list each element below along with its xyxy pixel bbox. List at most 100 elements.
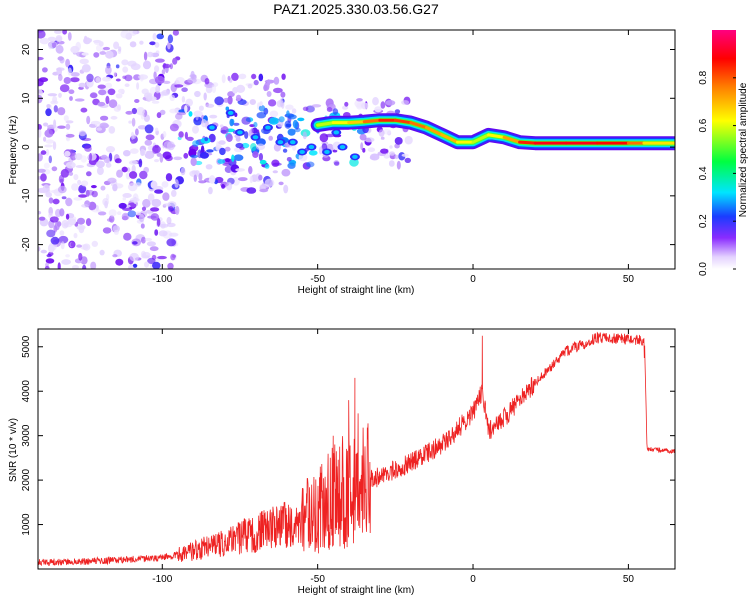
- spectral-blob: [259, 188, 269, 193]
- spectral-blob: [209, 114, 218, 119]
- spectral-blob: [135, 182, 142, 187]
- spectral-blob: [152, 145, 161, 154]
- spectral-blob: [91, 185, 97, 189]
- spectral-blob: [58, 235, 69, 244]
- spectral-blob: [105, 50, 114, 59]
- spectral-blob: [52, 198, 60, 205]
- spectral-blob: [211, 84, 217, 93]
- spectral-blob: [236, 84, 246, 93]
- spectral-blob: [305, 105, 315, 113]
- spectral-blob: [155, 84, 161, 94]
- spectral-blob: [189, 74, 197, 79]
- spectral-blob: [74, 98, 85, 102]
- spectrogram-plot-area: [38, 30, 675, 269]
- spectrogram-y-axis-label: Frequency (Hz): [8, 116, 19, 185]
- spectral-blob: [124, 74, 133, 82]
- spectral-blob: [62, 30, 67, 35]
- spectral-blob: [40, 173, 47, 182]
- snr-y-axis-label: SNR (10 * v/v): [8, 418, 19, 482]
- spectral-blob: [44, 144, 53, 148]
- spectral-blob: [39, 37, 50, 45]
- spectral-highlight-core: [237, 130, 243, 135]
- spectral-blob: [394, 154, 399, 160]
- spectral-blob: [283, 184, 289, 194]
- spectral-blob: [239, 146, 245, 150]
- spectral-blob: [44, 265, 50, 269]
- spectral-blob: [154, 65, 160, 73]
- spectral-blob: [176, 112, 187, 116]
- spectral-blob: [38, 153, 43, 162]
- spectral-blob: [42, 67, 48, 73]
- spectral-blob: [70, 45, 80, 54]
- spectral-blob: [231, 154, 235, 162]
- spectral-blob: [78, 194, 88, 198]
- spectral-blob: [135, 211, 141, 216]
- spectral-blob: [258, 105, 266, 112]
- spectral-blob: [250, 143, 257, 151]
- ridge-core: [487, 133, 506, 139]
- spectral-blob: [175, 205, 180, 215]
- spectral-blob: [71, 183, 79, 191]
- spectral-blob: [67, 32, 72, 41]
- spectral-blob: [144, 124, 154, 134]
- spectral-blob: [118, 46, 122, 52]
- spectral-blob: [253, 79, 259, 86]
- spectral-blob: [118, 202, 127, 209]
- spectral-blob: [113, 71, 117, 77]
- colorbar: 0.0 0.2 0.4 0.6 0.8 Normalized spectral ampl…: [698, 30, 749, 276]
- x-tick-label: 0: [470, 574, 476, 585]
- spectral-blob: [151, 198, 162, 208]
- spectral-blob: [217, 159, 226, 164]
- spectral-blob: [259, 101, 263, 107]
- spectral-blob: [165, 173, 173, 182]
- spectral-blob: [132, 241, 138, 245]
- spectral-blob: [102, 227, 112, 234]
- spectral-blob: [193, 174, 197, 182]
- colorbar-ticks: 0.0 0.2 0.4 0.6 0.8: [698, 70, 736, 276]
- spectral-blob: [380, 148, 389, 154]
- spectral-blob: [205, 103, 215, 108]
- spectral-blob: [55, 35, 63, 42]
- spectral-blob: [178, 131, 184, 138]
- spectral-blob: [122, 66, 129, 73]
- spectral-blob: [140, 148, 145, 156]
- y-tick-label: 1000: [21, 513, 32, 536]
- spectral-blob: [55, 44, 64, 54]
- spectral-blob: [149, 41, 156, 46]
- spectral-blob: [186, 136, 194, 141]
- spectral-blob: [52, 141, 57, 151]
- spectral-blob: [49, 216, 59, 223]
- spectral-blob: [141, 206, 147, 211]
- spectral-blob: [380, 101, 386, 109]
- spectral-blob: [268, 117, 279, 125]
- snr-plot-area: [38, 331, 675, 567]
- spectrogram-x-axis-label: Height of straight line (km): [298, 285, 415, 296]
- x-tick-label: -100: [152, 574, 172, 585]
- spectral-blob: [59, 84, 70, 93]
- spectral-blob: [46, 229, 56, 238]
- spectral-blob: [52, 95, 58, 104]
- spectral-blob: [115, 78, 121, 82]
- spectral-blob: [65, 120, 74, 124]
- spectral-blob: [139, 40, 144, 45]
- spectral-blob: [65, 123, 71, 130]
- spectral-blob: [115, 93, 123, 99]
- spectral-blob: [284, 120, 292, 129]
- spectral-blob: [127, 210, 137, 218]
- spectral-blob: [141, 236, 146, 244]
- spectral-blob: [143, 51, 148, 61]
- spectral-blob: [38, 78, 44, 87]
- spectral-blob: [151, 254, 157, 260]
- spectral-blob: [142, 251, 151, 259]
- spectral-blob: [361, 102, 369, 110]
- spectral-blob: [401, 100, 410, 105]
- ridge-core: [518, 140, 537, 145]
- spectral-blob: [95, 160, 105, 168]
- spectral-blob: [281, 73, 286, 80]
- spectral-blob: [266, 79, 271, 86]
- spectral-blob: [302, 131, 307, 140]
- spectral-blob: [259, 159, 267, 165]
- ridge-core: [347, 120, 366, 125]
- spectral-blob: [128, 264, 134, 269]
